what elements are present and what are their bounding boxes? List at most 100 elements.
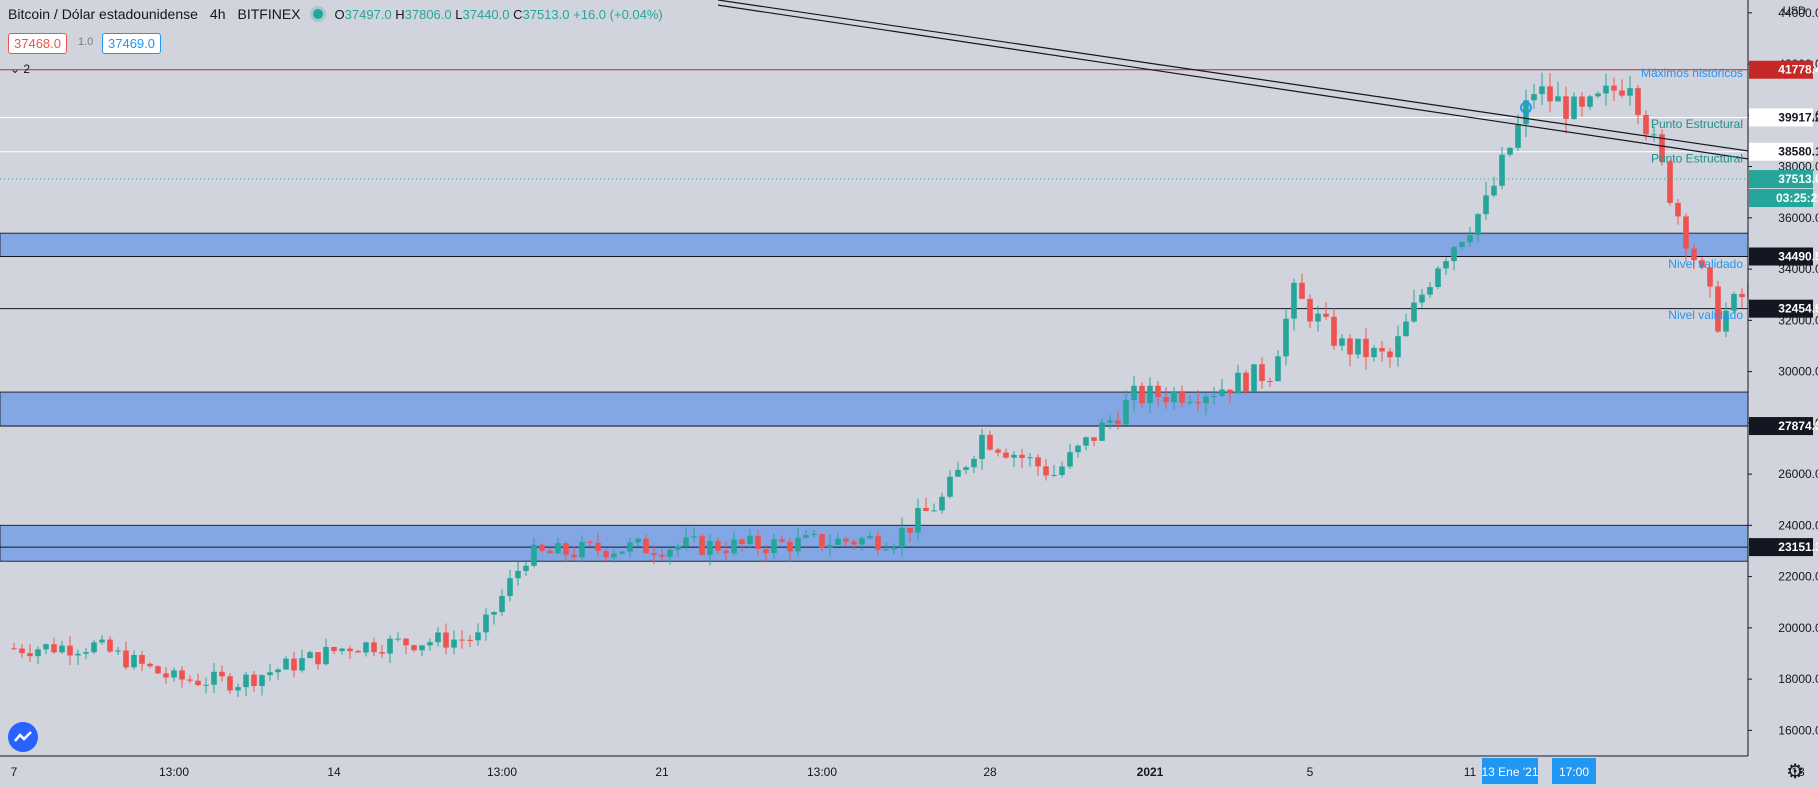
- candle-body: [1595, 93, 1601, 97]
- candle-body: [1459, 242, 1465, 248]
- candle-body: [315, 652, 321, 665]
- candle-body: [1507, 147, 1513, 155]
- candle-body: [555, 543, 561, 554]
- candle-body: [995, 449, 1001, 453]
- candle-body: [211, 671, 217, 685]
- candle-body: [35, 649, 41, 657]
- countdown-tag: [1749, 189, 1813, 208]
- time-tick-label: 13 Ene '21: [1481, 765, 1538, 779]
- candle-body: [1451, 247, 1457, 262]
- candle-body: [1379, 347, 1385, 352]
- candle-body: [1099, 422, 1105, 441]
- indicators-toggle[interactable]: ⌄ 2: [10, 62, 31, 76]
- candle-body: [1395, 336, 1401, 358]
- candle-body: [1419, 294, 1425, 303]
- symbol-header: Bitcoin / Dólar estadounidense 4h BITFIN…: [8, 6, 663, 22]
- candle-body: [683, 537, 689, 547]
- candle-body: [43, 644, 49, 650]
- candle-body: [907, 528, 913, 533]
- candle-body: [691, 536, 697, 538]
- tradingview-logo-icon[interactable]: [8, 722, 38, 752]
- level-price-label: 38580.1: [1778, 145, 1818, 159]
- symbol-name[interactable]: Bitcoin / Dólar estadounidense: [8, 6, 198, 22]
- candle-body: [1059, 466, 1065, 476]
- ohlc-values: O37497.0 H37806.0 L37440.0 C37513.0 +16.…: [334, 6, 663, 22]
- candle-body: [235, 687, 241, 691]
- settings-gear-icon[interactable]: ⚙: [1786, 761, 1804, 783]
- candle-body: [859, 538, 865, 545]
- candle-body: [1067, 452, 1073, 467]
- candle-body: [27, 653, 33, 657]
- candle-body: [1251, 364, 1257, 392]
- candle-body: [1011, 454, 1017, 458]
- level-price-label: 39917.2: [1778, 110, 1818, 124]
- candle-body: [827, 544, 833, 548]
- candle-body: [1587, 96, 1593, 107]
- level-price-tag: [1749, 247, 1813, 266]
- interval-label[interactable]: 4h: [209, 6, 226, 22]
- candle-body: [1187, 401, 1193, 403]
- candle-body: [163, 673, 169, 678]
- candle-body: [1475, 214, 1481, 236]
- time-tick-label: 28: [983, 765, 997, 779]
- candle-body: [427, 642, 433, 646]
- candle-body: [467, 639, 473, 641]
- candle-body: [931, 510, 937, 512]
- candle-body: [123, 650, 129, 668]
- level-price-label: 41778.4: [1778, 63, 1818, 77]
- candle-body: [891, 547, 897, 550]
- candle-body: [307, 652, 313, 659]
- candle-body: [515, 570, 521, 579]
- candle-body: [339, 648, 345, 652]
- candle-body: [1619, 90, 1625, 96]
- level-price-label: 34490.5: [1778, 250, 1818, 264]
- candle-body: [1035, 457, 1041, 467]
- candle-body: [723, 550, 729, 554]
- candle-body: [1435, 268, 1441, 288]
- candle-body: [1091, 437, 1097, 441]
- candle-body: [139, 654, 145, 664]
- candle-body: [1499, 154, 1505, 186]
- candle-body: [1515, 124, 1521, 148]
- candle-body: [1331, 316, 1337, 346]
- candle-body: [499, 595, 505, 612]
- candle-body: [1163, 397, 1169, 403]
- candle-body: [739, 539, 745, 545]
- candle-body: [1259, 364, 1265, 381]
- annotation-label: Máximos históricos: [1641, 66, 1743, 80]
- level-price-tag: [1749, 299, 1813, 318]
- candle-body: [371, 642, 377, 653]
- candle-body: [283, 658, 289, 670]
- candle-body: [1699, 260, 1705, 268]
- price-tick-label: 34000.0: [1778, 262, 1818, 276]
- candle-body: [1323, 313, 1329, 317]
- candle-body: [1371, 347, 1377, 358]
- candle-body: [299, 658, 305, 671]
- candle-body: [835, 538, 841, 545]
- candle-body: [1075, 445, 1081, 453]
- price-tick-label: 44000.0: [1778, 6, 1818, 20]
- price-tick-label: 22000.0: [1778, 570, 1818, 584]
- candle-body: [507, 578, 513, 596]
- candle-body: [627, 542, 633, 552]
- candle-body: [251, 674, 257, 687]
- candle-body: [1723, 310, 1729, 332]
- candle-body: [1123, 400, 1129, 425]
- candle-body: [203, 684, 209, 686]
- candle-body: [491, 611, 497, 615]
- candle-body: [11, 648, 17, 650]
- candle-body: [851, 541, 857, 545]
- time-axis: [0, 756, 1818, 788]
- candle-body: [947, 476, 953, 497]
- candle-body: [1107, 420, 1113, 423]
- buy-price-button[interactable]: 37469.0: [102, 33, 161, 54]
- candle-body: [395, 638, 401, 640]
- candle-body: [475, 632, 481, 641]
- candle-body: [563, 543, 569, 555]
- sell-price-button[interactable]: 37468.0: [8, 33, 67, 54]
- candle-body: [1611, 85, 1617, 91]
- time-tick-label: 13:00: [159, 765, 189, 779]
- candle-body: [707, 541, 713, 555]
- candle-body: [171, 670, 177, 678]
